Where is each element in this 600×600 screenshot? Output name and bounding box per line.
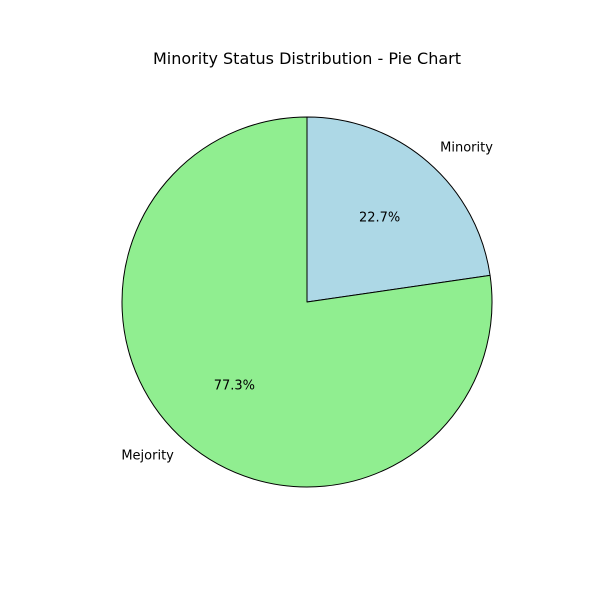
percent-label-mejority: 77.3% [214,378,255,393]
slice-label-mejority: Mejority [121,448,174,463]
pie-labels: Minority 22.7% Mejority 77.3% [121,141,493,464]
percent-label-minority: 22.7% [359,211,400,226]
pie-slices [121,116,493,488]
slice-label-minority: Minority [440,141,493,156]
pie-slice-minority [306,116,491,303]
pie-slice-mejority [121,116,493,488]
chart-title: Minority Status Distribution - Pie Chart [153,49,461,68]
